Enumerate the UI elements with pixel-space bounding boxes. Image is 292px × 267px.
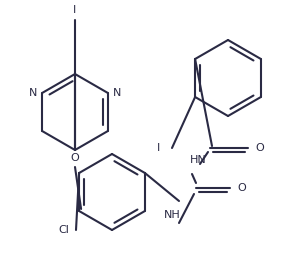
Text: O: O — [71, 153, 79, 163]
Text: N: N — [113, 88, 121, 98]
Text: O: O — [238, 183, 246, 193]
Text: O: O — [256, 143, 264, 153]
Text: I: I — [73, 5, 77, 15]
Text: I: I — [157, 143, 160, 153]
Text: NH: NH — [164, 210, 180, 220]
Text: HN: HN — [190, 155, 206, 165]
Text: N: N — [29, 88, 37, 98]
Text: Cl: Cl — [59, 225, 69, 235]
